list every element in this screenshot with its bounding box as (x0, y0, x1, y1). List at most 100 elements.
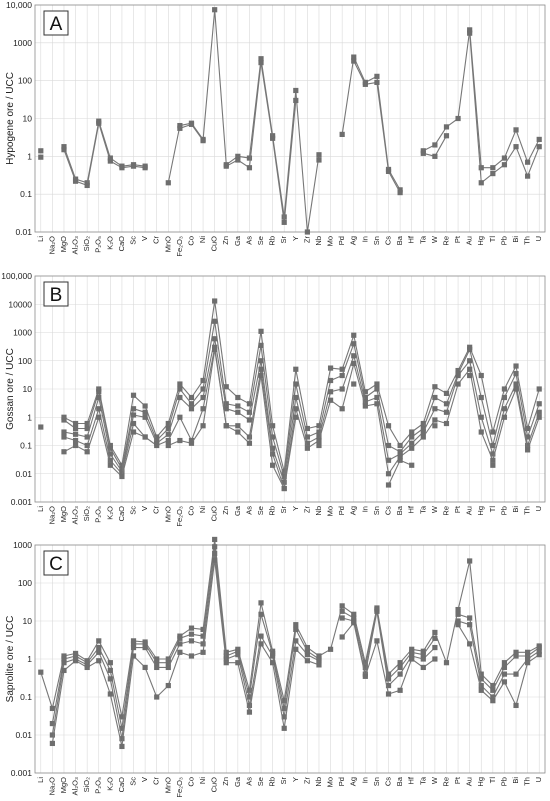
x-tick-label: Cs (384, 506, 393, 515)
data-point (72, 425, 79, 432)
data-point (84, 664, 90, 671)
x-tick-label: V (140, 777, 149, 782)
data-point (235, 403, 241, 409)
x-tick-label: P₂O₅ (94, 777, 103, 794)
x-tick-label: Hg (476, 506, 485, 516)
x-tick-label: Au (465, 236, 474, 245)
data-point (525, 173, 531, 179)
data-point (490, 429, 496, 435)
y-tick-label: 0.01 (15, 227, 32, 237)
x-tick-label: Sn (372, 236, 381, 245)
x-tick-label: MnO (163, 506, 172, 522)
data-point (61, 660, 67, 666)
data-point (177, 122, 183, 129)
x-tick-label: Y (291, 236, 300, 241)
data-point (281, 705, 287, 712)
y-tick-label: 10,000 (6, 0, 32, 10)
x-tick-label: Tl (488, 777, 497, 784)
data-point (61, 434, 67, 440)
data-point (385, 682, 392, 689)
data-point (188, 394, 195, 401)
data-point (455, 611, 461, 617)
data-point (351, 332, 357, 338)
series-line (51, 552, 320, 740)
data-point (246, 709, 253, 715)
data-point (478, 429, 484, 435)
x-tick-label: Cr (152, 777, 161, 785)
data-point (165, 437, 171, 444)
plot-frame (34, 544, 546, 774)
data-point (61, 667, 67, 674)
data-point (84, 442, 90, 449)
data-point (467, 615, 473, 621)
data-point (188, 121, 195, 127)
data-point (130, 412, 137, 418)
series-line (457, 624, 540, 706)
x-tick-label: Ba (395, 776, 404, 786)
data-point (154, 660, 160, 666)
data-point (525, 447, 531, 453)
data-point (536, 409, 542, 415)
data-point (420, 648, 426, 654)
data-point (107, 457, 113, 463)
data-point (72, 420, 79, 427)
series-line (63, 122, 146, 186)
data-point (188, 638, 195, 644)
data-point (223, 406, 229, 412)
x-tick-label: Zn (221, 506, 230, 515)
data-point (235, 429, 241, 435)
data-point (409, 440, 415, 446)
data-point (130, 420, 137, 427)
data-point (455, 381, 461, 387)
data-point (72, 442, 79, 449)
x-tick-label: Na₂O (47, 506, 56, 524)
data-point (270, 135, 276, 141)
x-tick-label: Cr (152, 236, 161, 244)
data-point (96, 389, 102, 395)
data-point (165, 180, 171, 186)
x-tick-label: Na₂O (47, 777, 56, 795)
data-point (501, 414, 508, 420)
x-tick-label: Mo (326, 236, 335, 246)
y-tick-label: 0.01 (15, 469, 32, 479)
data-point (258, 372, 264, 379)
data-point (96, 386, 102, 392)
data-point (525, 434, 531, 440)
x-tick-label: Li (36, 236, 45, 242)
data-point (443, 401, 450, 407)
y-tick-label: 10 (23, 384, 33, 394)
x-tick-label: Ag (349, 506, 358, 515)
data-point (327, 389, 334, 395)
data-point (432, 406, 438, 412)
data-point (235, 648, 241, 654)
x-tick-label: U (534, 236, 543, 241)
data-point (165, 656, 171, 662)
data-point (490, 457, 496, 463)
data-point (501, 671, 508, 677)
data-point (525, 656, 531, 662)
data-point (513, 144, 519, 150)
data-point (223, 423, 229, 429)
data-point (96, 406, 102, 412)
data-point (385, 482, 392, 488)
x-tick-label: Ta (418, 505, 427, 514)
data-point (235, 153, 241, 159)
panel-label: B (50, 285, 63, 306)
data-point (281, 219, 287, 225)
x-tick-label: Co (186, 506, 195, 516)
data-point (420, 664, 426, 671)
plot-frame (34, 4, 546, 233)
x-tick-label: Rb (268, 236, 277, 246)
data-point (84, 434, 90, 440)
data-point (177, 635, 183, 641)
data-point (536, 414, 542, 420)
data-point (339, 615, 345, 621)
data-point (200, 377, 206, 384)
data-point (420, 420, 426, 427)
data-point (536, 644, 542, 651)
data-point (96, 649, 102, 655)
data-point (432, 629, 438, 636)
x-tick-label: CaO (117, 777, 126, 793)
x-tick-label: Au (465, 777, 474, 786)
data-point (84, 425, 90, 432)
